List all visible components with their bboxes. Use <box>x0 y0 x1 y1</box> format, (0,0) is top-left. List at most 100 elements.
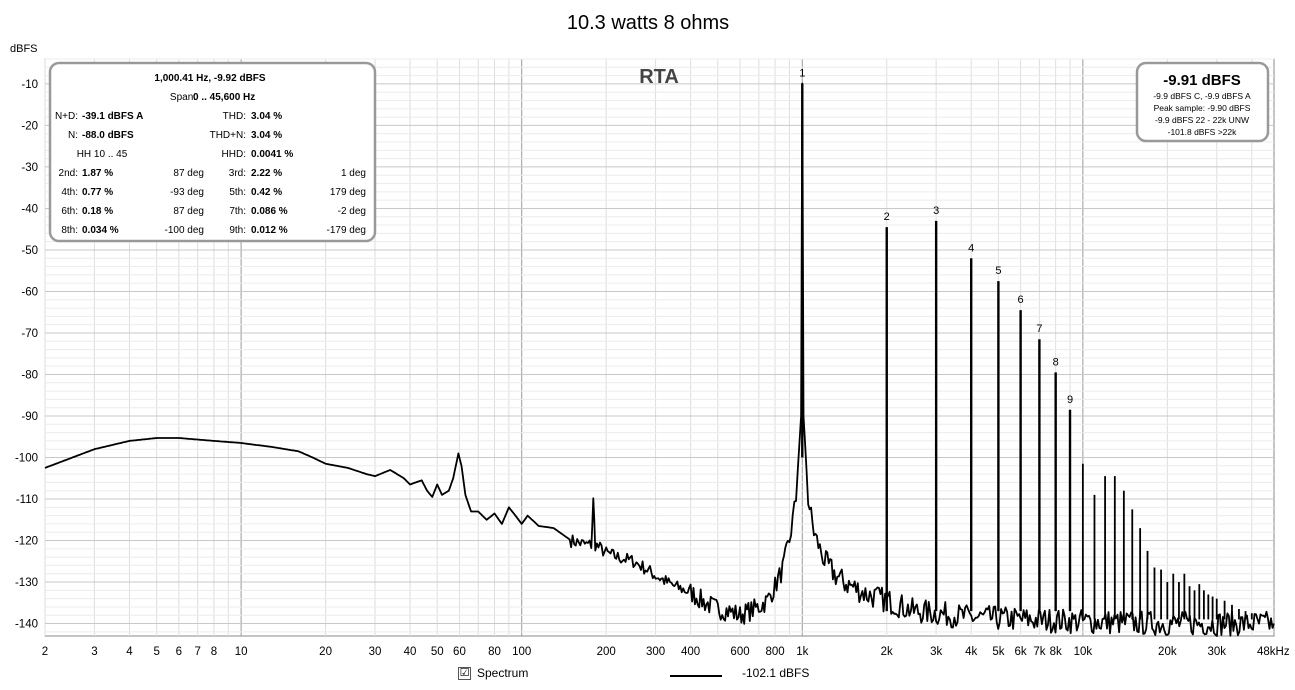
spectrum-series <box>44 82 1275 637</box>
distortion-info-box: 1,000.41 Hz, -9.92 dBFS Span: 0 .. 45,60… <box>48 61 377 243</box>
chart-title: 10.3 watts 8 ohms <box>567 12 729 34</box>
thdn-value: 3.04 % <box>251 130 282 141</box>
h-value-b: 0.086 % <box>251 206 288 217</box>
x-tick-label: 400 <box>681 646 700 658</box>
x-tick-label: 50 <box>431 646 444 658</box>
x-tick-label: 800 <box>765 646 784 658</box>
y-tick-label: -110 <box>16 494 38 506</box>
harmonic-number-label: 6 <box>1018 294 1024 306</box>
y-tick-label: -120 <box>15 536 38 548</box>
y-tick-label: -20 <box>21 120 38 132</box>
h-value-a: 0.77 % <box>82 187 113 198</box>
peak-line-1: -9.9 dBFS C, -9.9 dBFS A <box>1153 91 1251 101</box>
x-tick-label: 3k <box>930 646 942 658</box>
h-label-b: 5th: <box>229 187 246 198</box>
x-tick-label: 600 <box>730 646 749 658</box>
h-label-b: 3rd: <box>229 168 246 179</box>
harmonic-row: 2nd: 1.87 % 87 deg 3rd: 2.22 % 1 deg <box>59 168 366 179</box>
x-tick-label: 20k <box>1158 646 1177 658</box>
h-phase-b: 1 deg <box>341 168 366 179</box>
rta-label: RTA <box>639 66 679 88</box>
h-phase-b: -2 deg <box>338 206 366 217</box>
x-tick-label: 8k <box>1050 646 1062 658</box>
x-tick-label: 20 <box>319 646 332 658</box>
x-tick-label: 10 <box>235 646 248 658</box>
x-tick-label: 7k <box>1033 646 1045 658</box>
info-frequency-level: 1,000.41 Hz, -9.92 dBFS <box>154 73 265 84</box>
n-label: N: <box>68 130 78 141</box>
x-tick-label: 2 <box>42 646 48 658</box>
y-tick-label: -130 <box>15 577 38 589</box>
x-tick-label: 2k <box>881 646 893 658</box>
peak-line-3: -9.9 dBFS 22 - 22k UNW <box>1155 115 1249 125</box>
x-tick-label: 300 <box>646 646 665 658</box>
noise-floor-line <box>44 82 1275 637</box>
x-tick-label: 30k <box>1207 646 1226 658</box>
peak-main-value: -9.91 dBFS <box>1163 72 1241 89</box>
y-tick-label: -90 <box>21 411 38 423</box>
x-unit-label: 48kHz <box>1257 646 1290 658</box>
harmonic-number-label: 5 <box>995 265 1001 277</box>
x-tick-label: 30 <box>369 646 382 658</box>
h-value-a: 0.034 % <box>82 225 119 236</box>
h-label-a: 2nd: <box>59 168 78 179</box>
h-value-b: 2.22 % <box>251 168 282 179</box>
peak-level-box: -9.91 dBFS -9.9 dBFS C, -9.9 dBFS A Peak… <box>1135 61 1270 143</box>
harmonic-row: 8th: 0.034 % -100 deg 9th: 0.012 % -179 … <box>61 225 366 236</box>
x-tick-label: 80 <box>488 646 501 658</box>
x-tick-label: 3 <box>91 646 97 658</box>
h-value-b: 0.42 % <box>251 187 282 198</box>
y-tick-label: -50 <box>21 245 38 257</box>
y-axis-label: dBFS <box>10 43 38 55</box>
x-tick-label: 40 <box>404 646 417 658</box>
legend-spectrum-label: Spectrum <box>477 666 529 680</box>
legend-level-label: -102.1 dBFS <box>742 666 810 680</box>
harmonic-number-label: 1 <box>799 67 805 79</box>
x-tick-label: 200 <box>597 646 616 658</box>
hhd-value: 0.0041 % <box>251 149 293 160</box>
thd-label: THD: <box>223 111 246 122</box>
h-label-a: 8th: <box>61 225 78 236</box>
peak-line-2: Peak sample: -9.90 dBFS <box>1154 103 1251 113</box>
h-phase-b: 179 deg <box>330 187 366 198</box>
x-tick-label: 6 <box>176 646 182 658</box>
spectrum-checkbox[interactable]: ☑ <box>458 667 471 680</box>
x-tick-labels: 2 3 4 5 6 7 8 10 20 30 40 50 60 80 100 200 300 400 600 800 1… <box>42 646 1226 658</box>
x-tick-label: 1k <box>796 646 808 658</box>
y-tick-label: -30 <box>21 162 38 174</box>
nd-label: N+D: <box>55 111 78 122</box>
x-tick-label: 10k <box>1074 646 1093 658</box>
h-phase-a: -100 deg <box>165 225 204 236</box>
h-phase-a: 87 deg <box>173 168 204 179</box>
y-tick-label: -60 <box>21 286 38 298</box>
x-tick-label: 5k <box>992 646 1004 658</box>
info-span-label: Span: <box>170 92 196 103</box>
h-value-a: 1.87 % <box>82 168 113 179</box>
h-label-b: 7th: <box>229 206 246 217</box>
info-span-value: 0 .. 45,600 Hz <box>193 92 255 103</box>
x-tick-label: 4k <box>965 646 977 658</box>
x-tick-label: 60 <box>453 646 466 658</box>
y-tick-label: -10 <box>21 79 38 91</box>
h-value-b: 0.012 % <box>251 225 288 236</box>
thd-value: 3.04 % <box>251 111 282 122</box>
peak-line-4: -101.8 dBFS >22k <box>1168 127 1238 137</box>
x-tick-label: 5 <box>153 646 159 658</box>
thdn-label: THD+N: <box>210 130 246 141</box>
harmonic-number-label: 2 <box>884 211 890 223</box>
harmonic-number-label: 8 <box>1053 356 1059 368</box>
h-label-a: 4th: <box>61 187 78 198</box>
h-phase-a: 87 deg <box>173 206 204 217</box>
harmonic-row: 4th: 0.77 % -93 deg 5th: 0.42 % 179 deg <box>61 187 366 198</box>
harmonic-number-label: 4 <box>968 242 974 254</box>
n-value: -88.0 dBFS <box>82 130 134 141</box>
y-tick-label: -100 <box>15 453 38 465</box>
harmonic-number-label: 7 <box>1036 323 1042 335</box>
y-tick-labels: -10 -20 -30 -40 -50 -60 -70 -80 -90 -100 -110 -120 -… <box>15 79 38 631</box>
hh-label: HH 10 .. 45 <box>77 149 128 160</box>
h-value-a: 0.18 % <box>82 206 113 217</box>
x-tick-label: 7 <box>194 646 200 658</box>
nd-value: -39.1 dBFS A <box>82 111 143 122</box>
h-label-a: 6th: <box>61 206 78 217</box>
